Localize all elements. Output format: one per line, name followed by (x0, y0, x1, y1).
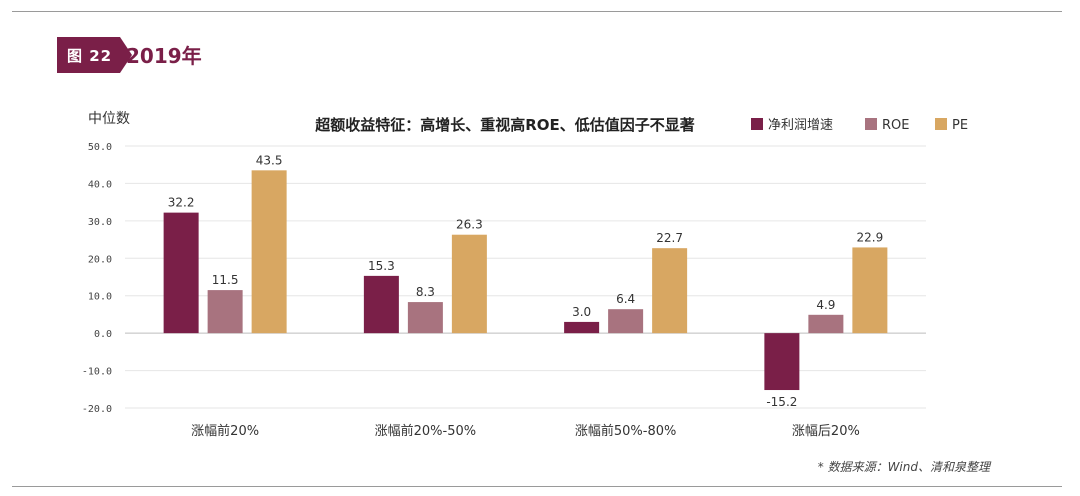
data-label: 4.9 (816, 298, 835, 312)
x-tick-label: 涨幅前20%-50% (375, 423, 476, 439)
x-tick-labels: 涨幅前20% 涨幅前20%-50% 涨幅前50%-80% 涨幅后20% (191, 423, 860, 439)
data-label: 22.9 (857, 230, 884, 244)
bar (852, 247, 888, 334)
data-label: 6.4 (616, 292, 635, 306)
legend-label: ROE (882, 118, 909, 133)
bar (251, 170, 287, 334)
bars: 32.2 11.5 43.5 15.3 8.3 26.3 3.0 6.4 22.7 -15.2 4.… (163, 153, 888, 409)
data-label: 43.5 (256, 153, 283, 167)
figure-badge-arrow-icon (120, 37, 133, 73)
bar (207, 290, 243, 334)
y-tick-label: 40.0 (88, 179, 112, 190)
x-tick-label: 涨幅后20% (792, 424, 860, 439)
data-label: 15.3 (368, 259, 395, 273)
gridlines (125, 145, 926, 409)
bar (451, 234, 487, 334)
y-tick-label: -20.0 (82, 404, 112, 415)
legend-swatch (865, 118, 877, 130)
y-tick-label: 50.0 (88, 142, 112, 153)
chart-title: 超额收益特征：高增长、重视高ROE、低估值因子不显著 (314, 116, 695, 134)
bar (363, 275, 399, 334)
y-axis-label: 中位数 (88, 111, 130, 127)
bar (652, 248, 688, 334)
y-tick-label: 20.0 (88, 254, 112, 265)
legend-swatch (935, 118, 947, 130)
data-label: 3.0 (572, 305, 591, 319)
data-label: 22.7 (656, 231, 683, 245)
data-label: 32.2 (168, 196, 195, 210)
legend: 净利润增速 ROE PE (751, 118, 968, 133)
y-tick-label: -10.0 (82, 367, 112, 378)
figure-label: 图 22 (57, 37, 121, 73)
figure-title: 2019年 (126, 44, 202, 68)
data-source: * 数据来源：Wind、清和泉整理 (817, 460, 990, 474)
bottom-rule (12, 486, 1062, 487)
top-rule (12, 11, 1062, 12)
data-label: 26.3 (456, 218, 483, 232)
y-tick-label: 30.0 (88, 217, 112, 228)
bar (764, 333, 800, 391)
x-tick-label: 涨幅前50%-80% (575, 423, 676, 439)
x-tick-label: 涨幅前20% (191, 423, 259, 439)
y-tick-labels: -20.0 -10.0 0.0 10.0 20.0 30.0 40.0 50.0 (82, 142, 112, 415)
data-label: 11.5 (212, 273, 239, 287)
y-tick-label: 0.0 (94, 329, 112, 340)
legend-swatch (751, 118, 763, 130)
figure-badge: 图 22 (57, 37, 133, 73)
bar (564, 321, 600, 334)
y-tick-label: 10.0 (88, 292, 112, 303)
data-label: -15.2 (766, 395, 797, 409)
bar (407, 302, 443, 334)
bar (608, 309, 644, 334)
legend-label: PE (952, 118, 968, 133)
legend-label: 净利润增速 (768, 118, 833, 133)
bar (808, 314, 844, 334)
data-label: 8.3 (416, 285, 435, 299)
bar (163, 212, 199, 334)
